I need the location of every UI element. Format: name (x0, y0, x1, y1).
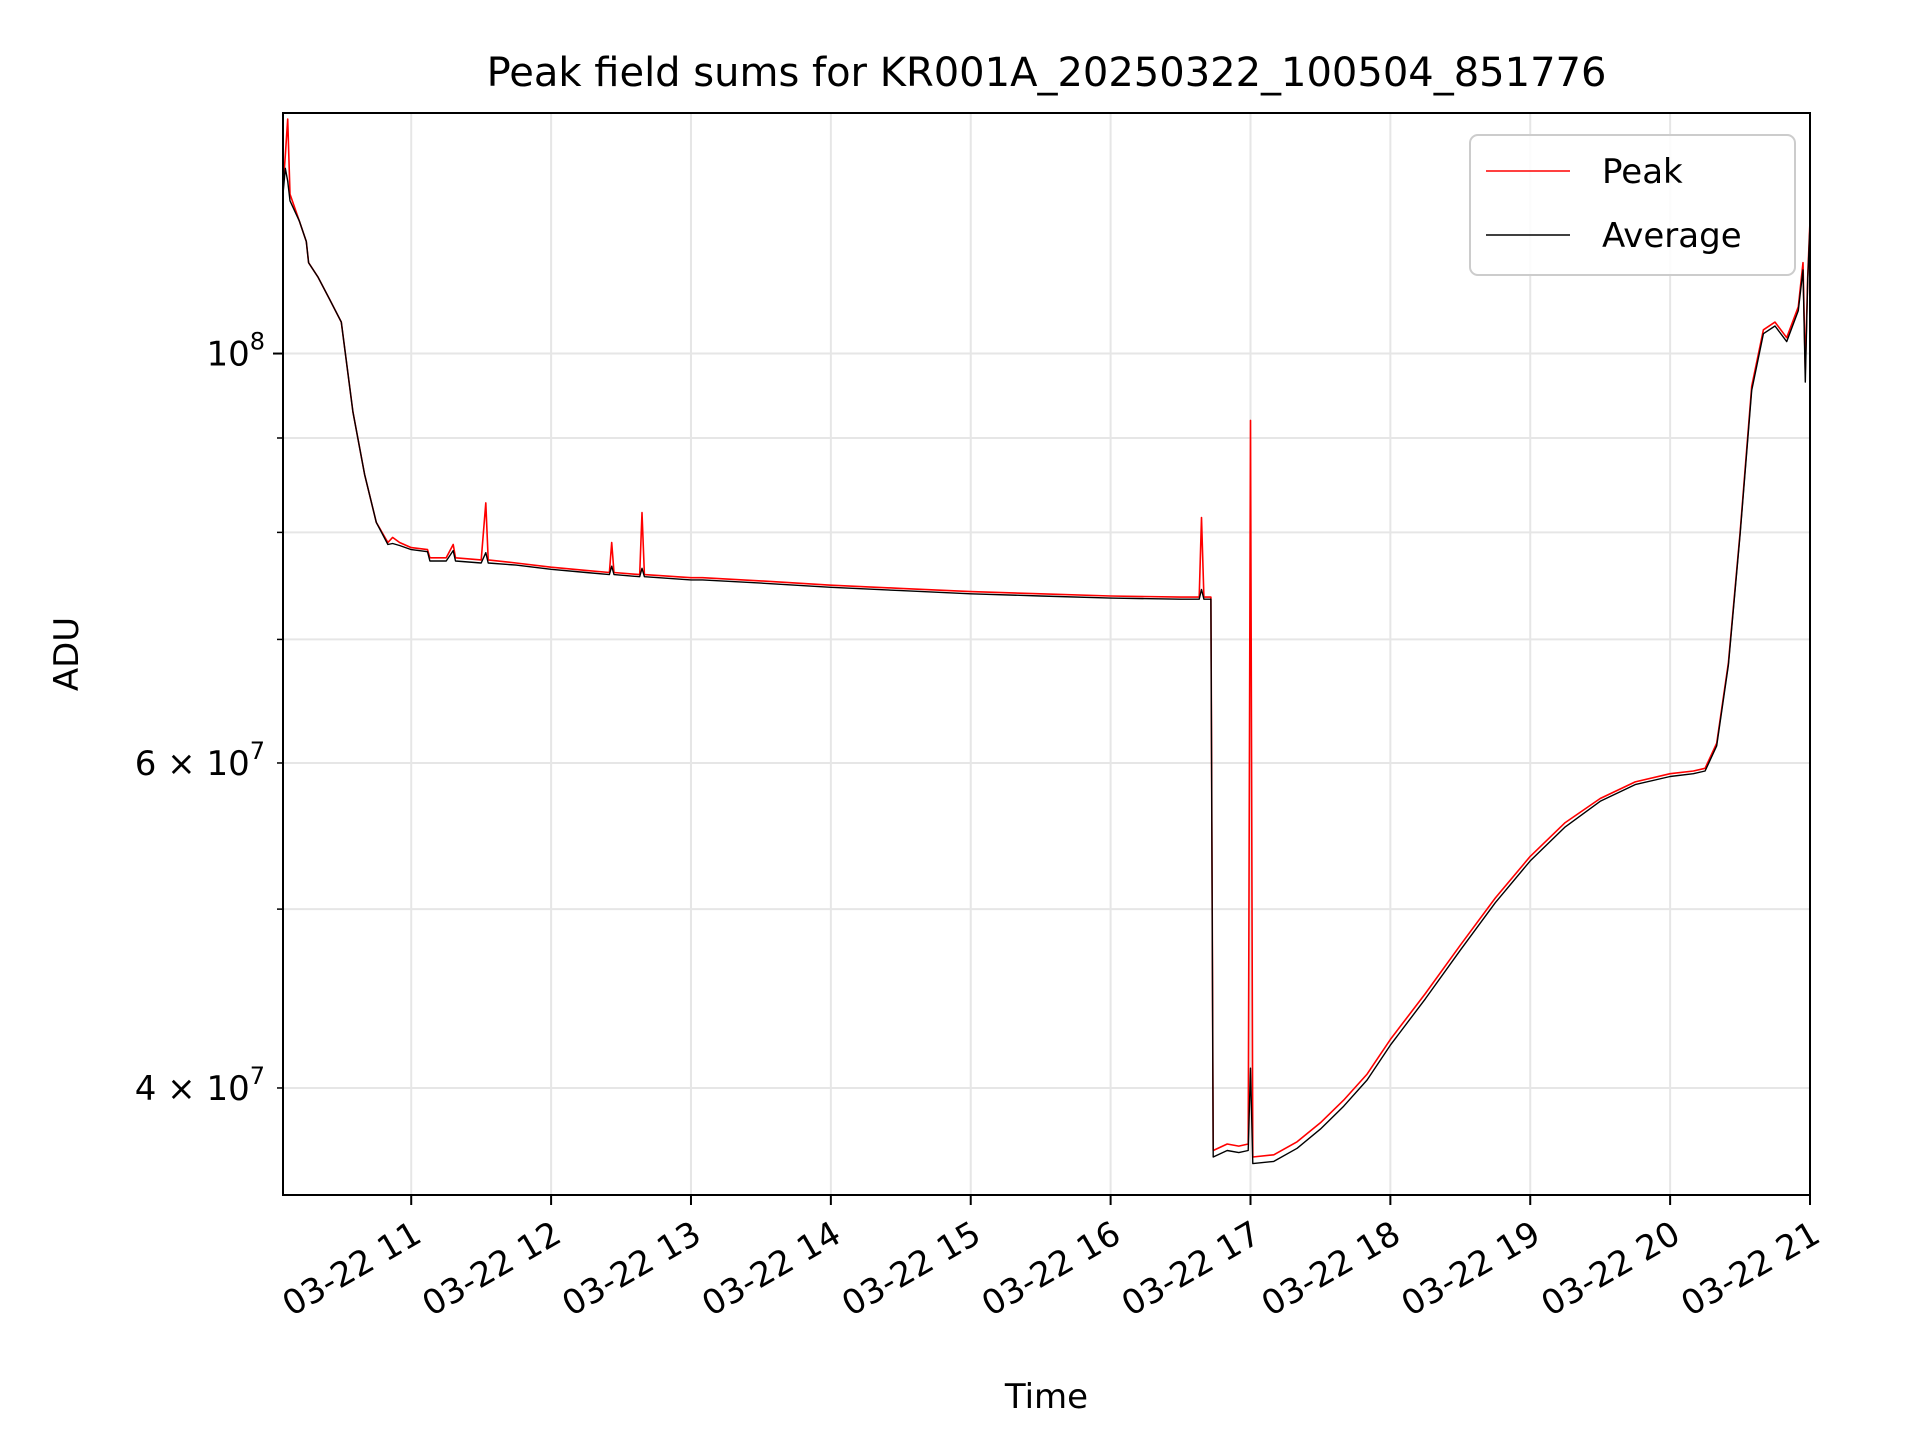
y-tick-base: 10 (206, 1069, 249, 1109)
legend-box (1469, 134, 1796, 276)
y-tick-mantissa: 6 (135, 744, 157, 784)
y-tick-exponent: 8 (250, 328, 265, 356)
y-tick-exponent: 7 (250, 737, 265, 765)
y-tick-times: × (156, 1069, 206, 1109)
x-axis-label: Time (1004, 1377, 1088, 1417)
series-line-average (282, 167, 1811, 1165)
y-tick-times: × (156, 744, 206, 784)
series-line-peak (282, 118, 1811, 1158)
y-axis-label: ADU (47, 617, 87, 691)
y-tick-label: 4 × 107 (135, 1062, 265, 1109)
y-tick-base: 10 (206, 744, 249, 784)
legend-label-average: Average (1602, 216, 1742, 256)
y-tick-exponent: 7 (250, 1062, 265, 1090)
y-tick-label: 6 × 107 (135, 737, 265, 784)
y-tick-base: 10 (206, 335, 249, 375)
plot-frame (282, 112, 1811, 1196)
y-tick-mantissa: 4 (135, 1069, 157, 1109)
legend: Peak Average (1469, 134, 1796, 276)
y-tick-label: 108 (206, 328, 265, 375)
chart-title: Peak field sums for KR001A_20250322_1005… (487, 50, 1607, 96)
series-layer (282, 118, 1811, 1165)
legend-label-peak: Peak (1602, 152, 1683, 192)
